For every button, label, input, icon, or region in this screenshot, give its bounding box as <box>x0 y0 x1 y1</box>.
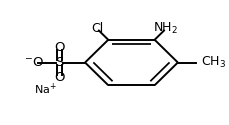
Text: NH$_{2}$: NH$_{2}$ <box>153 21 177 36</box>
Text: Cl: Cl <box>91 22 103 36</box>
Text: CH$_{3}$: CH$_{3}$ <box>200 55 225 70</box>
Text: O: O <box>54 41 65 54</box>
Text: S: S <box>55 56 64 69</box>
Text: Na$^{+}$: Na$^{+}$ <box>34 81 57 97</box>
Text: O: O <box>54 71 65 84</box>
Text: $^{-}$O: $^{-}$O <box>24 56 44 69</box>
